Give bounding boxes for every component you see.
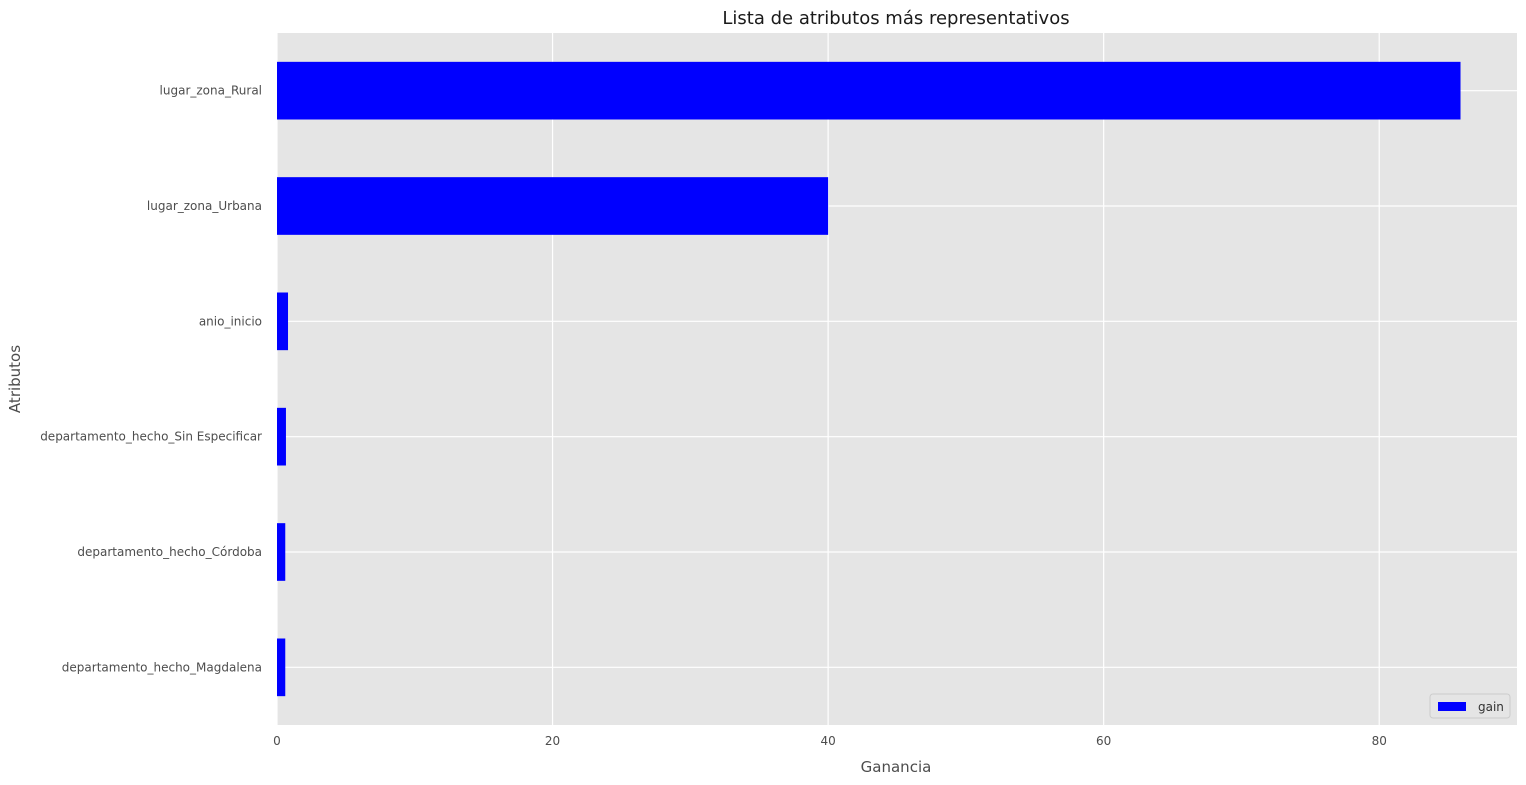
y-tick-label: lugar_zona_Rural (160, 84, 262, 98)
x-tick-label: 0 (273, 734, 281, 748)
chart-title: Lista de atributos más representativos (722, 8, 1069, 29)
x-axis-label: Ganancia (861, 758, 932, 776)
bar (277, 638, 286, 697)
legend-box (1429, 693, 1511, 719)
legend-swatch (1438, 702, 1466, 711)
legend: gain (1429, 693, 1511, 719)
bar (277, 177, 829, 235)
plot-area (277, 33, 1517, 725)
legend-label: gain (1478, 700, 1504, 714)
y-tick-label: departamento_hecho_Magdalena (62, 660, 262, 674)
y-tick-label: lugar_zona_Urbana (147, 199, 262, 213)
x-tick-label: 40 (820, 734, 835, 748)
y-axis-label: Atributos (6, 345, 24, 413)
bar (277, 523, 286, 581)
bar (277, 61, 1461, 120)
y-tick-labels: lugar_zona_Rural lugar_zona_Urbana anio_in… (40, 84, 262, 675)
x-tick-label: 60 (1096, 734, 1111, 748)
x-tick-labels: 0 20 40 60 80 (273, 734, 1387, 748)
bars (277, 61, 1461, 697)
y-tick-label: departamento_hecho_Sin Especificar (40, 430, 262, 444)
bar (277, 292, 289, 351)
y-tick-label: anio_inicio (199, 314, 262, 328)
x-tick-label: 80 (1372, 734, 1387, 748)
bar (277, 407, 286, 466)
x-tick-label: 20 (545, 734, 560, 748)
y-tick-label: departamento_hecho_Córdoba (77, 545, 262, 559)
